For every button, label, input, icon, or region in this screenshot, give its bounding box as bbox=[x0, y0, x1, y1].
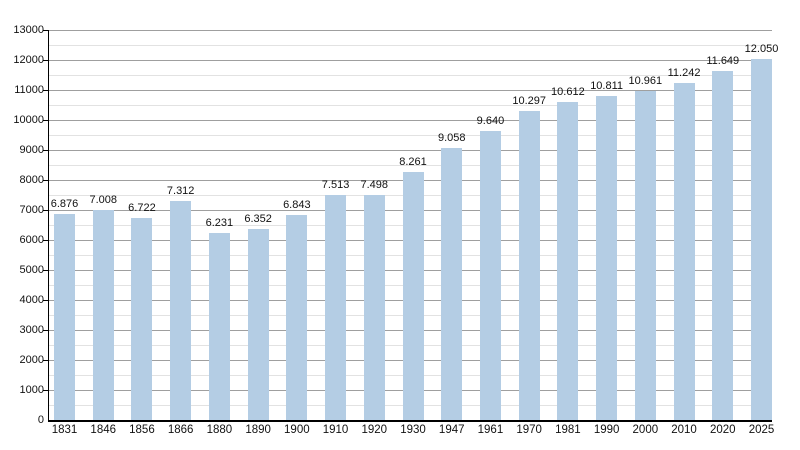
x-tick-label: 1910 bbox=[322, 424, 349, 436]
bar-1920 bbox=[363, 195, 385, 420]
y-tick-label: 7000 bbox=[19, 204, 44, 216]
y-axis-tick bbox=[43, 240, 49, 241]
y-axis-tick bbox=[43, 300, 49, 301]
bar-1880 bbox=[208, 233, 230, 420]
bar-value-label: 11.649 bbox=[706, 54, 740, 67]
minor-gridline bbox=[49, 45, 772, 46]
x-tick-label: 1990 bbox=[593, 424, 620, 436]
bar-1890 bbox=[247, 229, 269, 420]
bar-value-label: 10.612 bbox=[551, 85, 585, 98]
y-tick-label: 8000 bbox=[19, 174, 44, 186]
x-tick-label: 1947 bbox=[438, 424, 465, 436]
major-gridline bbox=[49, 120, 772, 121]
y-axis-tick bbox=[43, 120, 49, 121]
bar-1961 bbox=[479, 130, 501, 420]
bar-value-label: 12.050 bbox=[744, 42, 779, 55]
x-axis-labels: 1831 1846 1856 1866 1880 1890 1900 1910 1920 1930… bbox=[49, 424, 775, 440]
x-tick-label: 1846 bbox=[90, 424, 117, 436]
x-tick-label: 1880 bbox=[206, 424, 233, 436]
x-tick-label: 1970 bbox=[516, 424, 542, 436]
major-gridline bbox=[49, 60, 772, 61]
bar-1856 bbox=[131, 218, 153, 420]
x-tick-label: 1831 bbox=[51, 424, 78, 436]
x-tick-label: 1866 bbox=[167, 424, 194, 436]
bar-value-label: 10.297 bbox=[512, 95, 546, 108]
bar-1866 bbox=[170, 200, 192, 420]
bar-1981 bbox=[557, 101, 579, 420]
bar-value-label: 11.242 bbox=[667, 66, 701, 79]
bar-value-label: 9.058 bbox=[437, 132, 466, 145]
minor-gridline bbox=[49, 75, 772, 76]
x-tick-label: 2020 bbox=[709, 424, 736, 436]
y-tick-label: 0 bbox=[37, 414, 44, 426]
bar-value-label: 7.498 bbox=[360, 179, 389, 192]
x-tick-label: 2025 bbox=[748, 424, 775, 436]
y-tick-label: 5000 bbox=[19, 264, 44, 276]
y-axis-tick bbox=[43, 60, 49, 61]
bar-2010 bbox=[673, 82, 695, 420]
bar-value-label: 8.261 bbox=[399, 156, 427, 169]
x-tick-label: 2010 bbox=[671, 424, 697, 436]
bar-1990 bbox=[596, 95, 618, 420]
bar-value-label: 7.513 bbox=[321, 178, 350, 191]
y-tick-label: 9000 bbox=[19, 144, 44, 156]
x-tick-label: 1890 bbox=[245, 424, 271, 436]
y-axis-tick bbox=[43, 390, 49, 391]
bar-1831 bbox=[54, 213, 75, 420]
x-tick-label: 1930 bbox=[400, 424, 426, 436]
minor-gridline bbox=[49, 105, 772, 106]
y-axis-tick bbox=[43, 270, 49, 271]
y-axis-tick bbox=[43, 30, 49, 31]
y-axis-tick bbox=[43, 210, 49, 211]
plot-area: 6.876 7.008 6.722 7.312 6.231 6.352 6.843 7.513… bbox=[43, 30, 778, 422]
y-tick-label: 1000 bbox=[19, 384, 44, 396]
bar-value-label: 7.312 bbox=[166, 184, 195, 197]
x-tick-label: 1961 bbox=[477, 424, 504, 436]
y-tick-label: 11000 bbox=[14, 84, 44, 96]
bar-1910 bbox=[325, 194, 347, 420]
major-gridline bbox=[49, 90, 772, 91]
y-axis-labels: 0 1000 2000 3000 4000 5000 6000 7000 8000 9000 100… bbox=[0, 24, 44, 426]
y-tick-label: 4000 bbox=[19, 294, 44, 306]
y-axis-tick bbox=[43, 180, 49, 181]
y-tick-label: 10000 bbox=[13, 114, 44, 126]
bar-value-label: 6.352 bbox=[244, 213, 272, 226]
y-tick-label: 6000 bbox=[19, 234, 44, 246]
bar-2000 bbox=[634, 91, 656, 420]
x-tick-label: 1981 bbox=[555, 424, 581, 436]
bar-1846 bbox=[92, 209, 114, 420]
bar-value-label: 6.843 bbox=[283, 198, 311, 211]
minor-gridline bbox=[49, 165, 772, 166]
y-axis-tick bbox=[43, 150, 49, 151]
y-axis-tick bbox=[43, 90, 49, 91]
bar-value-label: 10.961 bbox=[628, 75, 663, 88]
x-tick-label: 1856 bbox=[129, 424, 155, 436]
bar-value-label: 10.811 bbox=[590, 79, 624, 92]
bar-value-label: 9.640 bbox=[476, 114, 505, 127]
major-gridline bbox=[49, 30, 772, 31]
bar-2020 bbox=[712, 70, 734, 420]
bar-value-label: 6.876 bbox=[50, 197, 79, 210]
x-tick-label: 2000 bbox=[632, 424, 659, 436]
y-axis-tick bbox=[43, 330, 49, 331]
x-tick-label: 1920 bbox=[361, 424, 388, 436]
y-tick-label: 13000 bbox=[13, 24, 44, 36]
y-tick-label: 2000 bbox=[19, 354, 44, 366]
bar-1900 bbox=[286, 214, 308, 420]
x-tick-label: 1900 bbox=[284, 424, 310, 436]
y-tick-label: 12000 bbox=[13, 54, 44, 66]
bar-2025 bbox=[751, 58, 772, 420]
bar-value-label: 7.008 bbox=[89, 193, 117, 206]
bar-1970 bbox=[518, 111, 540, 420]
bar-1930 bbox=[402, 172, 424, 420]
bar-value-label: 6.722 bbox=[128, 202, 156, 215]
y-axis-tick bbox=[43, 360, 49, 361]
major-gridline bbox=[49, 150, 772, 151]
bar-1947 bbox=[441, 148, 463, 420]
bar-value-label: 6.231 bbox=[205, 217, 234, 230]
y-tick-label: 3000 bbox=[19, 324, 44, 336]
minor-gridline bbox=[49, 135, 772, 136]
